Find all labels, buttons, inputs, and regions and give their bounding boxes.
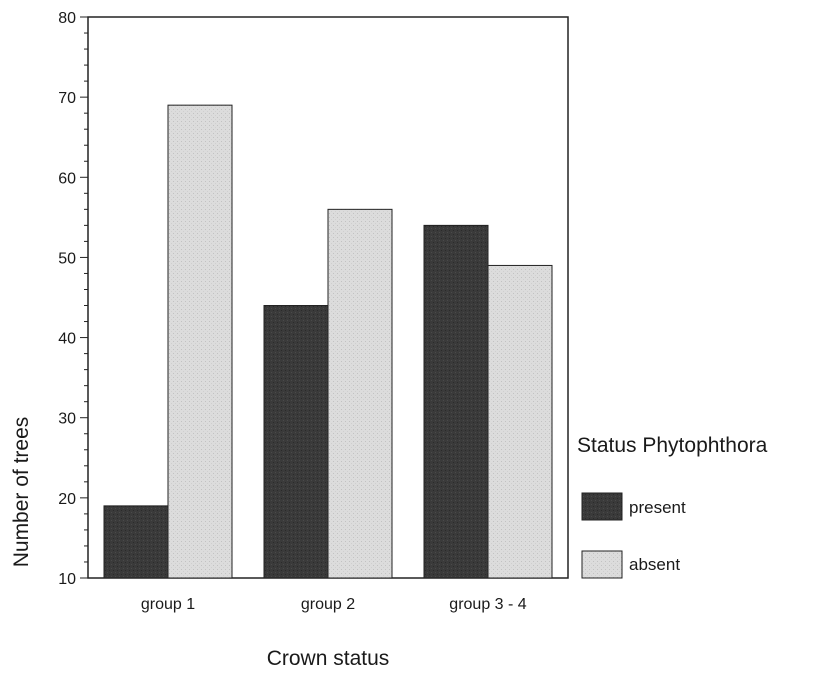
- legend-label-absent: absent: [629, 555, 680, 574]
- bars: [103, 104, 553, 579]
- legend-swatch-absent: [581, 550, 623, 579]
- bar-absent-1: [327, 208, 393, 579]
- y-tick-label: 40: [58, 331, 76, 348]
- x-category-label: group 2: [301, 596, 355, 613]
- bar-present-0: [103, 505, 169, 579]
- bar-absent-2: [487, 264, 553, 579]
- legend-title: Status Phytophthora: [577, 434, 768, 457]
- y-tick-label: 10: [58, 571, 76, 588]
- y-tick-label: 60: [58, 170, 76, 187]
- y-axis: 10 20 30 40 50 60 70 80: [58, 10, 88, 588]
- bar-present-1: [263, 305, 329, 579]
- legend-label-present: present: [629, 498, 686, 517]
- y-tick-label: 20: [58, 491, 76, 508]
- y-tick-label: 30: [58, 411, 76, 428]
- y-tick-label: 50: [58, 250, 76, 267]
- legend: Status Phytophthora present absent: [577, 434, 768, 579]
- legend-swatch-present: [581, 492, 623, 521]
- x-category-label: group 3 - 4: [449, 596, 526, 613]
- bar-absent-0: [167, 104, 233, 579]
- y-tick-label: 70: [58, 90, 76, 107]
- y-axis-title: Number of trees: [10, 417, 33, 568]
- bar-present-2: [423, 224, 489, 579]
- x-axis-title: Crown status: [267, 647, 390, 670]
- x-category-label: group 1: [141, 596, 195, 613]
- y-tick-label: 80: [58, 10, 76, 27]
- x-axis: group 1 group 2 group 3 - 4: [141, 596, 527, 613]
